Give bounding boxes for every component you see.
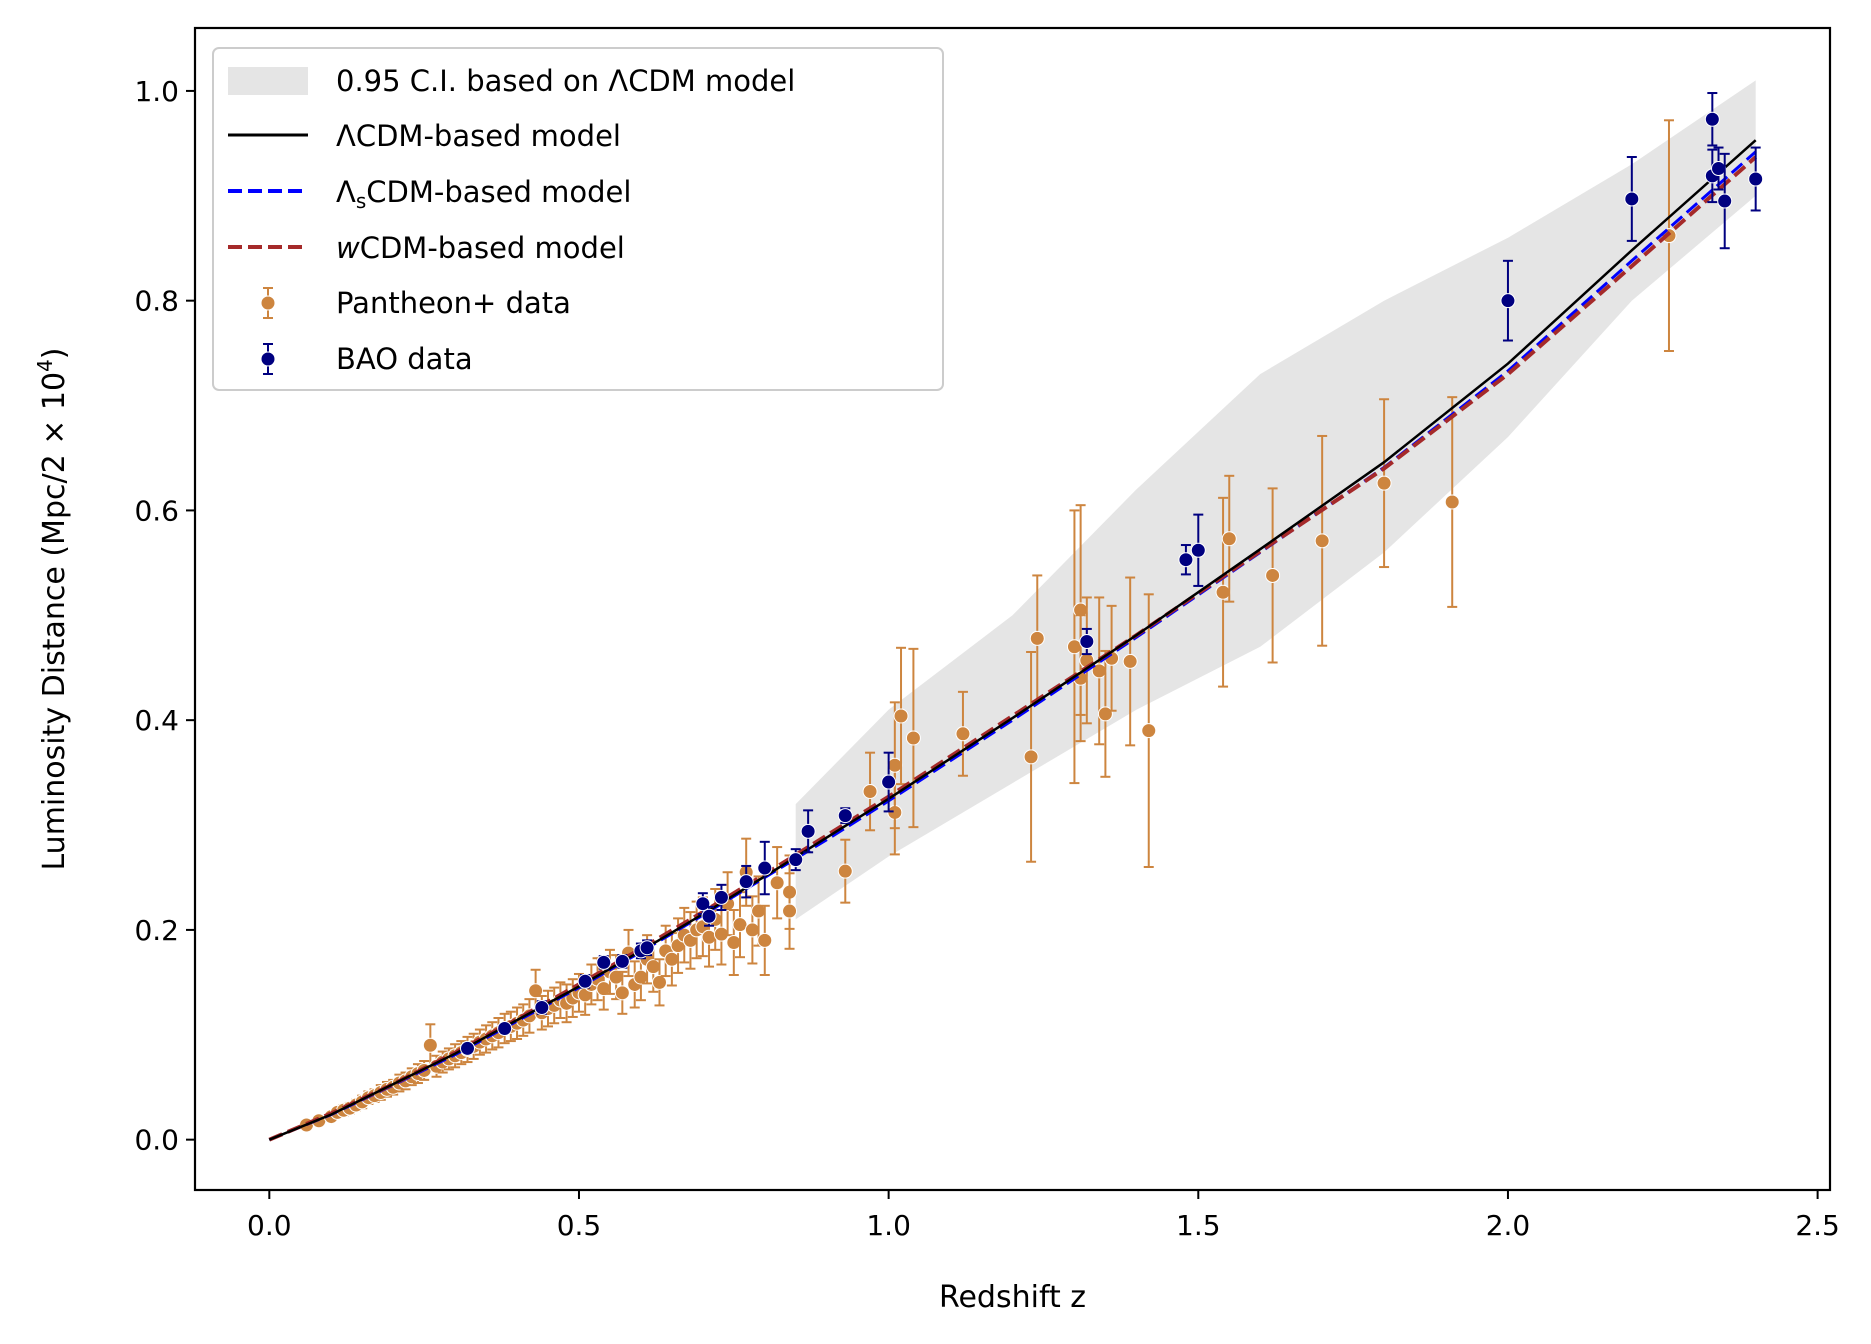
bao-point [881, 751, 897, 813]
bao-point [837, 807, 853, 824]
bao-point [1717, 152, 1733, 250]
bao-point [1704, 148, 1720, 204]
bao-point [1748, 146, 1764, 212]
pantheon-point [614, 970, 630, 1015]
bao-point [497, 1020, 513, 1036]
bao-point [614, 953, 630, 969]
bao-point [534, 1000, 550, 1016]
x-tick-label: 2.0 [1486, 1209, 1531, 1242]
y-tick-label: 1.0 [134, 75, 179, 108]
bao-point [577, 973, 593, 989]
pantheon-point [651, 958, 667, 1007]
legend-label-pantheon: Pantheon+ data [336, 286, 571, 320]
legend-label-lscdm: ΛsCDM-based model [336, 175, 631, 213]
legend-box [212, 47, 944, 391]
bao-point [800, 809, 816, 854]
y-tick-label: 0.4 [134, 704, 179, 737]
y-axis-label-end: ) [37, 347, 72, 359]
legend-swatch-pantheon [260, 287, 276, 319]
pantheon-point [1141, 593, 1157, 868]
bao-point [701, 905, 717, 927]
y-axis-label-main: Luminosity Distance (Mpc/2 × 10 [37, 372, 72, 871]
pantheon-point [1023, 650, 1039, 863]
pantheon-point [862, 751, 878, 832]
pantheon-point [732, 891, 748, 959]
x-tick-label: 0.5 [557, 1209, 602, 1242]
legend-swatch-ci [228, 67, 308, 95]
x-tick-label: 2.5 [1795, 1209, 1840, 1242]
legend-label-ci: 0.95 C.I. based on ΛCDM model [336, 64, 795, 98]
bao-point [1190, 513, 1206, 587]
y-tick-label: 0.2 [134, 914, 179, 947]
pantheon-point [1104, 604, 1120, 712]
legend-label-lcdm: ΛCDM-based model [336, 119, 621, 153]
x-tick-label: 1.5 [1176, 1209, 1221, 1242]
y-tick-label: 0.6 [134, 494, 179, 527]
bao-point [1624, 155, 1640, 242]
legend-label-bao: BAO data [336, 342, 473, 376]
x-axis-label: Redshift z [939, 1280, 1086, 1315]
legend-label-wcdm: wCDM-based model [336, 231, 625, 265]
pantheon-point [1066, 509, 1082, 785]
y-axis-label: Luminosity Distance (Mpc/2 × 104) [33, 347, 72, 870]
plot-area [268, 80, 1764, 1142]
pantheon-point [1265, 487, 1281, 664]
x-tick-label: 1.0 [866, 1209, 911, 1242]
pantheon-point [769, 846, 785, 920]
pantheon-point [1444, 396, 1460, 608]
y-tick-label: 0.8 [134, 285, 179, 318]
bao-point [713, 883, 729, 911]
pantheon-point [782, 872, 798, 950]
pantheon-point [1091, 596, 1107, 746]
bao-series [460, 92, 1764, 1056]
pantheon-point [1314, 434, 1330, 647]
legend-swatch-bao [260, 343, 276, 375]
pantheon-point [1122, 576, 1138, 747]
x-tick-label: 0.0 [247, 1209, 292, 1242]
pantheon-point [1073, 614, 1089, 743]
pantheon-point [893, 646, 909, 786]
bao-point [460, 1040, 475, 1056]
bao-point [1704, 92, 1720, 147]
pantheon-point [1376, 398, 1392, 569]
pantheon-point [1221, 474, 1237, 603]
bao-point [788, 848, 804, 872]
bao-point [1079, 627, 1095, 656]
bao-point [596, 954, 612, 970]
pantheon-point [757, 904, 773, 977]
bao-point [639, 939, 655, 957]
pantheon-point [905, 647, 921, 829]
ci-band [795, 80, 1756, 920]
legend: 0.95 C.I. based on ΛCDM model ΛCDM-based… [212, 47, 944, 391]
y-axis-label-superscript: 4 [33, 359, 57, 372]
y-tick-label: 0.0 [134, 1124, 179, 1157]
plot-marks [268, 80, 1764, 1142]
pantheon-point [837, 838, 853, 904]
bao-point [1500, 259, 1516, 342]
y-axis: 0.0 0.2 0.4 0.6 0.8 1.0 [134, 75, 195, 1157]
pantheon-point [627, 960, 643, 1009]
bao-point [738, 864, 754, 899]
bao-point [757, 840, 773, 896]
bao-point [1178, 544, 1194, 576]
axes-frame [193, 26, 1832, 1192]
pantheon-point [955, 690, 971, 777]
x-axis: 0.0 0.5 1.0 1.5 2.0 2.5 [247, 1190, 1840, 1242]
